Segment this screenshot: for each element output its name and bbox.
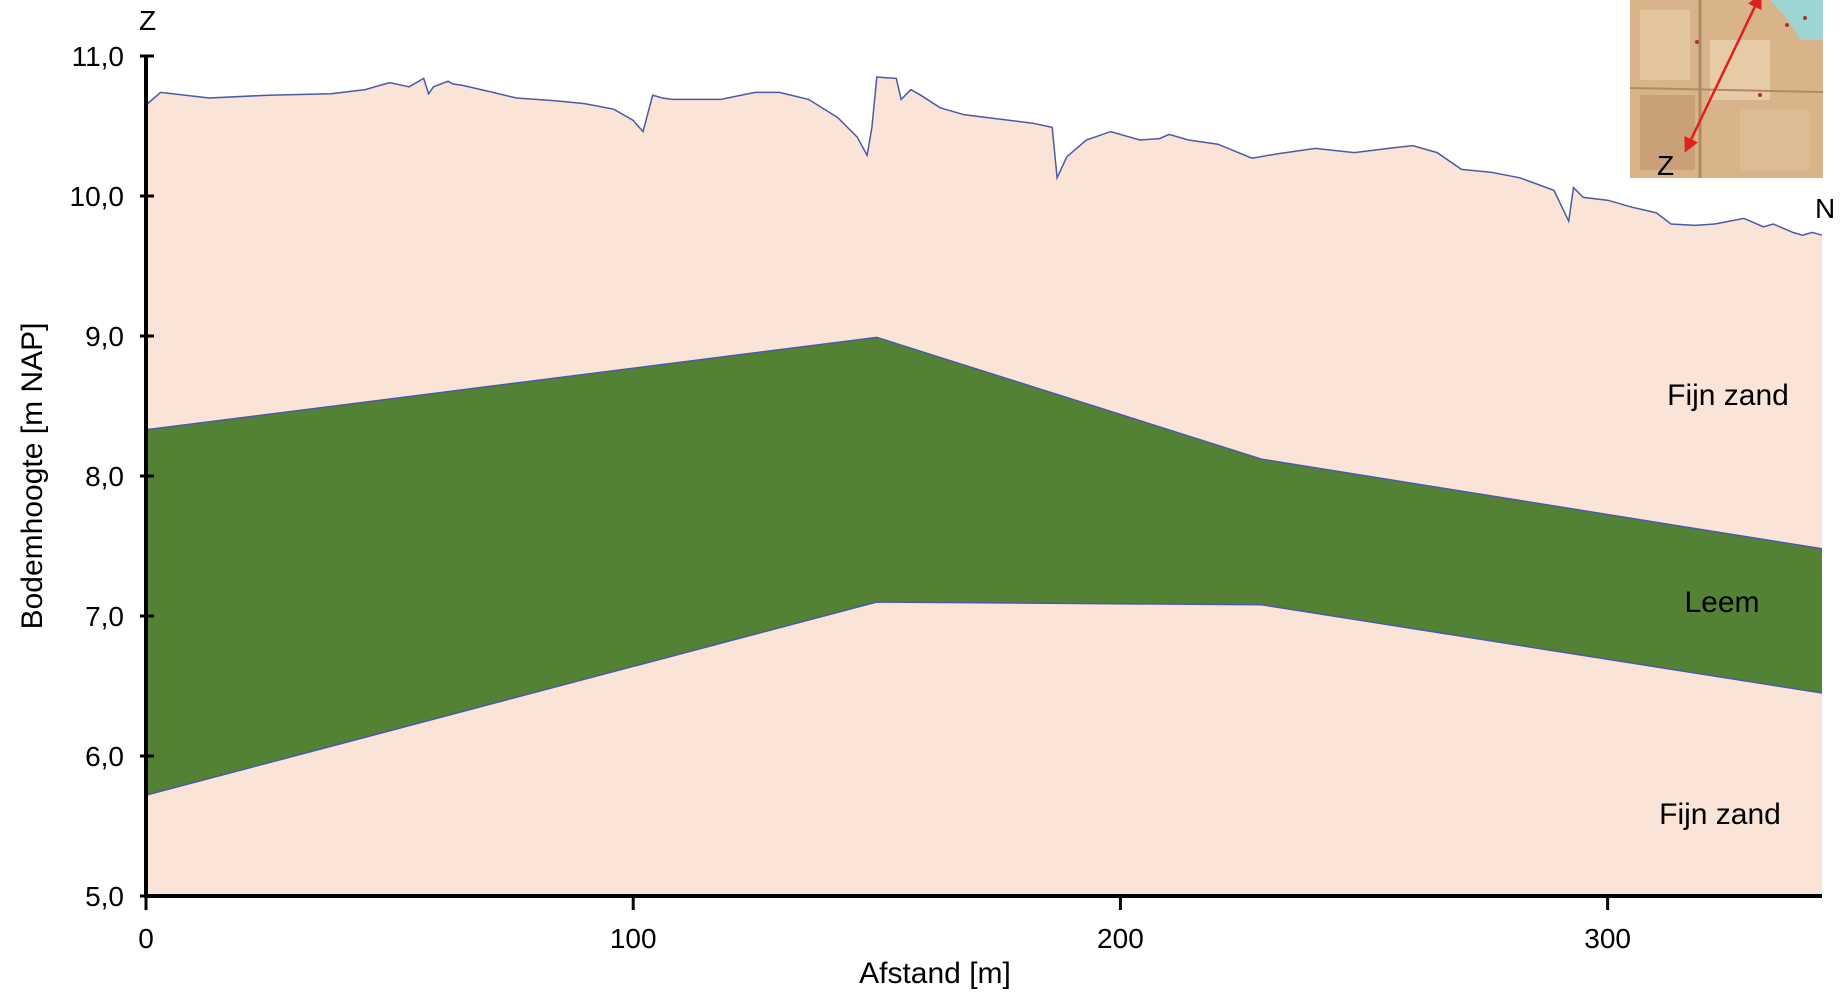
x-tick-label: 300 xyxy=(1584,923,1631,954)
left-end-label: Z xyxy=(139,5,156,36)
inset-map-point xyxy=(1803,16,1807,20)
plot-area xyxy=(145,76,1823,896)
x-tick-label: 200 xyxy=(1097,923,1144,954)
y-tick-label: 11,0 xyxy=(72,41,124,72)
inset-map-point xyxy=(1758,93,1762,97)
upper-sand-label: Fijn zand xyxy=(1667,379,1789,412)
x-tick-label: 100 xyxy=(610,923,657,954)
loam-top-line xyxy=(145,336,1823,550)
x-tick-label: 0 xyxy=(138,923,154,954)
inset-map-point xyxy=(1785,23,1789,27)
y-tick-label: 9,0 xyxy=(85,321,124,352)
inset-map-water xyxy=(1770,0,1823,40)
inset-section-line xyxy=(1684,0,1762,153)
lower-sand-label: Fijn zand xyxy=(1659,798,1781,831)
x-axis-title: Afstand [m] xyxy=(859,957,1011,990)
axes: 5,0 6,0 7,0 8,0 9,0 10,0 11,0 0 100 200 300 xyxy=(70,41,1822,954)
loam-label: Leem xyxy=(1684,586,1759,619)
y-tick-label: 10,0 xyxy=(70,181,125,212)
y-axis-title: Bodemhoogte [m NAP] xyxy=(16,323,49,630)
y-tick-label: 6,0 xyxy=(85,741,124,772)
loam-bottom-line xyxy=(145,601,1823,796)
y-tick-label: 7,0 xyxy=(85,601,124,632)
y-axis-ticks: 5,0 6,0 7,0 8,0 9,0 10,0 11,0 xyxy=(70,41,154,912)
inset-map-field xyxy=(1740,110,1810,170)
x-axis-ticks: 0 100 200 300 xyxy=(138,894,1631,954)
y-tick-label: 5,0 xyxy=(85,881,124,912)
inset-map-label: Z xyxy=(1657,150,1674,181)
inset-map-field xyxy=(1640,10,1690,80)
ground-surface-line xyxy=(145,76,1823,236)
inset-location-map: Z xyxy=(1630,0,1823,181)
y-tick-label: 8,0 xyxy=(85,461,124,492)
inset-map-point xyxy=(1695,40,1699,44)
loam-layer-area xyxy=(146,337,1822,796)
right-end-label: N xyxy=(1815,193,1835,224)
